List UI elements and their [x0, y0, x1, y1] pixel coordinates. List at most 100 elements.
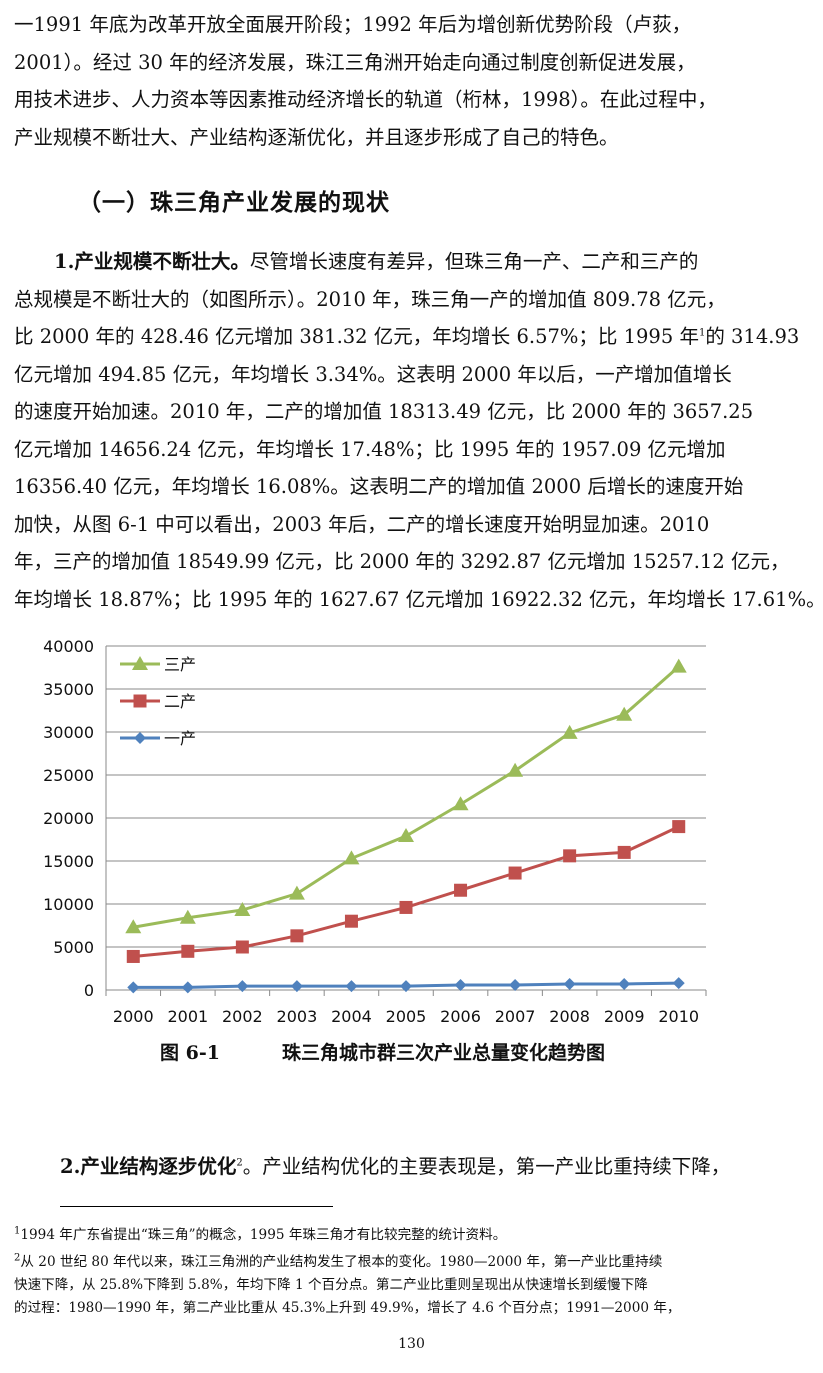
x-tick-label: 2009: [604, 1007, 645, 1026]
y-tick-label: 25000: [43, 766, 94, 785]
x-tick-label: 2002: [222, 1007, 263, 1026]
data-point: [127, 981, 140, 994]
footnote-ref[interactable]: 1: [698, 327, 706, 339]
data-point: [398, 828, 414, 843]
data-point: [452, 796, 469, 811]
footnote-line: 11994 年广东省提出“珠三角”的概念，1995 年珠三角才有比较完整的统计资…: [14, 1224, 810, 1247]
section-heading: （一）珠三角产业发展的现状: [78, 189, 390, 216]
body-line: 亿元增加 494.85 亿元，年均增长 3.34%。这表明 2000 年以后，一…: [14, 362, 732, 386]
intro-line: 用技术进步、人力资本等因素推动经济增长的轨道（桁林，1998）。在此过程中，: [14, 88, 717, 111]
series-line: [133, 665, 680, 929]
body-line: 1.产业规模不断壮大。尽管增长速度有差异，但珠三角一产、二产和三产的: [14, 243, 810, 281]
footnote-line: 2从 20 世纪 80 年代以来，珠江三角洲的产业结构发生了根本的变化。1980…: [14, 1251, 810, 1274]
body-line: 亿元增加 14656.24 亿元，年均增长 17.48%；比 1995 年的 1…: [14, 437, 726, 461]
data-point: [290, 929, 304, 943]
intro-line: 2001）。经过 30 年的经济发展，珠江三角洲开始走向通过制度创新促进发展，: [14, 50, 696, 74]
footnote-text: 从 20 世纪 80 年代以来，珠江三角洲的产业结构发生了根本的变化。1980—…: [20, 1254, 663, 1270]
footnote-text: 1994 年广东省提出“珠三角”的概念，1995 年珠三角才有比较完整的统计资料…: [20, 1227, 507, 1243]
x-tick-label: 2000: [113, 1007, 154, 1026]
legend-marker: [132, 656, 148, 670]
data-point: [179, 909, 196, 924]
body-line: 年均增长 18.87%；比 1995 年的 1627.67 亿元增加 16922…: [14, 587, 823, 611]
intro-line: 产业规模不断壮大、产业结构逐渐优化，并且逐步形成了自己的特色。: [14, 125, 619, 149]
y-tick-label: 35000: [43, 680, 94, 699]
body-line: 加快，从图 6-1 中可以看出，2003 年后，二产的增长速度开始明显加速。20…: [14, 512, 710, 536]
x-tick-label: 2005: [386, 1007, 427, 1026]
data-point: [616, 706, 633, 721]
footnote-mark: 2: [14, 1252, 21, 1264]
footnote-line: 快速下降，从 25.8%下降到 5.8%，年均下降 1 个百分点。第二产业比重则…: [14, 1277, 648, 1293]
body-line: 总规模是不断壮大的（如图所示）。2010 年，珠三角一产的增加值 809.78 …: [14, 287, 726, 311]
data-point: [563, 849, 577, 863]
legend-label: 一产: [164, 729, 196, 748]
data-point: [125, 919, 142, 934]
figure-caption: 图 6-1 珠三角城市群三次产业总量变化趋势图: [160, 1038, 605, 1065]
x-tick-label: 2007: [495, 1007, 536, 1026]
data-point: [399, 900, 413, 914]
data-point: [343, 850, 360, 865]
body-text: 比 2000 年的 428.46 亿元增加 381.32 亿元，年均增长 6.5…: [14, 325, 699, 348]
y-tick-label: 40000: [43, 637, 94, 656]
x-tick-label: 2006: [440, 1007, 481, 1026]
data-point: [507, 762, 524, 777]
page-number: 130: [398, 1336, 425, 1352]
body-text: 的 314.93: [705, 325, 800, 348]
footnote: 2从 20 世纪 80 年代以来，珠江三角洲的产业结构发生了根本的变化。1980…: [14, 1251, 810, 1320]
data-point: [344, 914, 358, 928]
figure-title: 珠三角城市群三次产业总量变化趋势图: [281, 1042, 605, 1064]
data-point: [181, 981, 194, 994]
legend-label: 二产: [164, 692, 196, 711]
data-point: [508, 866, 522, 880]
body-line: 16356.40 亿元，年均增长 16.08%。这表明二产的增加值 2000 后…: [14, 475, 744, 498]
data-point: [617, 845, 631, 859]
body-text: 尽管增长速度有差异，但珠三角一产、二产和三产的: [249, 250, 699, 273]
legend-label: 三产: [164, 655, 196, 674]
intro-paragraph: 一1991 年底为改革开放全面展开阶段；1992 年后为增创新优势阶段（卢荻， …: [14, 6, 810, 156]
data-point: [670, 658, 687, 673]
footnote-ref[interactable]: 2: [236, 1157, 243, 1169]
series-line: [133, 825, 680, 958]
y-tick-label: 10000: [43, 895, 94, 914]
data-point: [181, 944, 195, 958]
data-point: [345, 980, 358, 993]
body-text: 。产业结构优化的主要表现是，第一产业比重持续下降，: [242, 1155, 731, 1178]
data-point: [126, 949, 140, 963]
data-point: [561, 724, 578, 739]
x-tick-label: 2008: [549, 1007, 590, 1026]
footnote-separator: [60, 1206, 333, 1207]
data-point: [290, 980, 303, 993]
legend-marker: [134, 732, 146, 744]
y-tick-label: 0: [84, 981, 94, 1000]
x-tick-label: 2010: [658, 1007, 699, 1026]
data-point: [236, 980, 249, 993]
footnote: 11994 年广东省提出“珠三角”的概念，1995 年珠三角才有比较完整的统计资…: [14, 1224, 810, 1247]
data-point: [672, 820, 686, 834]
data-point: [672, 977, 685, 990]
y-tick-label: 15000: [43, 852, 94, 871]
y-tick-label: 30000: [43, 723, 94, 742]
x-tick-label: 2004: [331, 1007, 372, 1026]
intro-line: 一1991 年底为改革开放全面展开阶段；1992 年后为增创新优势阶段（卢荻，: [14, 13, 692, 36]
body-line: 的速度开始加速。2010 年，二产的增加值 18313.49 亿元，比 2000…: [14, 400, 754, 423]
data-point: [454, 979, 467, 992]
data-point: [400, 980, 412, 993]
data-point: [235, 940, 249, 954]
footnote-mark: 1: [14, 1225, 21, 1237]
data-point: [509, 979, 522, 992]
data-point: [454, 883, 468, 897]
figure-number: 图 6-1: [160, 1042, 220, 1064]
y-tick-label: 5000: [53, 938, 94, 957]
item-lead: 1.产业规模不断壮大。: [54, 250, 250, 273]
legend-marker: [133, 694, 147, 708]
body-paragraph-structure: 2.产业结构逐步优化2。产业结构优化的主要表现是，第一产业比重持续下降，: [60, 1150, 730, 1179]
body-line: 比 2000 年的 428.46 亿元增加 381.32 亿元，年均增长 6.5…: [14, 318, 810, 356]
line-chart: 0 5000 10000 15000 20000 25000 30000 35000 40000…: [43, 637, 707, 1026]
x-tick-label: 2001: [167, 1007, 208, 1026]
data-point: [618, 977, 631, 990]
data-point: [563, 977, 576, 990]
data-point: [234, 902, 251, 917]
x-tick-label: 2003: [277, 1007, 318, 1026]
footnote-line: 的过程：1980—1990 年，第二产业比重从 45.3%上升到 49.9%，增…: [14, 1300, 681, 1316]
body-line: 年，三产的增加值 18549.99 亿元，比 2000 年的 3292.87 亿…: [14, 550, 790, 573]
body-paragraph-scale: 1.产业规模不断壮大。尽管增长速度有差异，但珠三角一产、二产和三产的 总规模是不…: [14, 243, 823, 618]
